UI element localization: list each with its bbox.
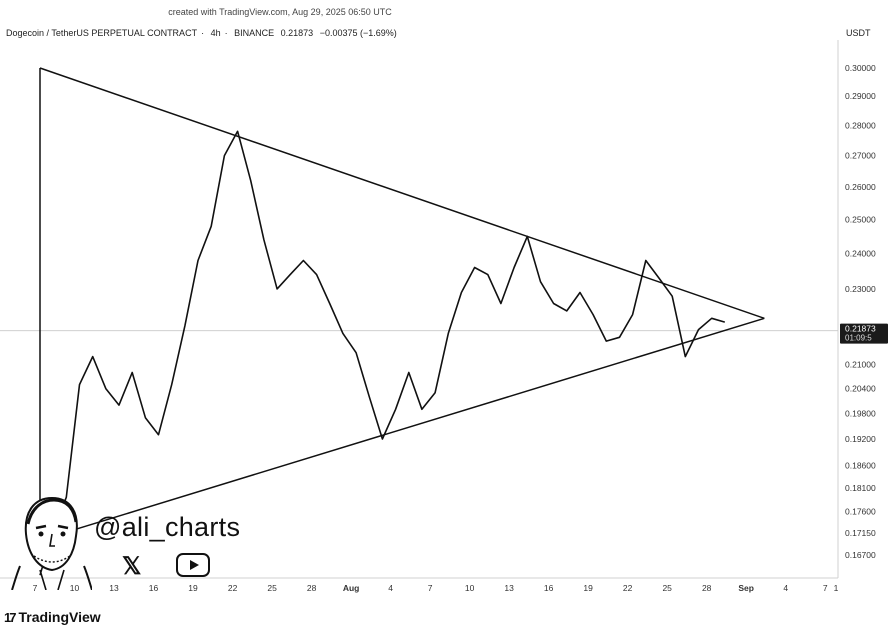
x-tick-label: Sep — [738, 583, 754, 593]
price-badge-countdown: 01:09:5 — [845, 334, 872, 343]
y-tick-label: 0.19800 — [845, 408, 876, 418]
x-tick-label: 10 — [70, 583, 80, 593]
x-tick-label: 28 — [307, 583, 317, 593]
tradingview-logo-icon: 17 — [4, 609, 17, 625]
y-tick-label: 0.28000 — [845, 120, 876, 130]
y-tick-label: 0.17600 — [845, 506, 876, 516]
y-tick-label: 0.30000 — [845, 63, 876, 73]
x-tick-label: 4 — [783, 583, 788, 593]
x-tick-label: Aug — [343, 583, 360, 593]
tradingview-logo[interactable]: 17 TradingView — [4, 609, 101, 625]
x-tick-label: 10 — [465, 583, 475, 593]
price-badge-bg — [840, 323, 888, 344]
symbol-header: Dogecoin / TetherUS PERPETUAL CONTRACT · … — [6, 28, 401, 38]
x-tick-label: 19 — [188, 583, 198, 593]
y-tick-label: 0.20400 — [845, 384, 876, 394]
y-tick-label: 0.16700 — [845, 550, 876, 560]
chart-credit: created with TradingView.com, Aug 29, 20… — [168, 7, 392, 17]
y-tick-label: 0.19200 — [845, 434, 876, 444]
x-tick-label: 22 — [623, 583, 633, 593]
avatar-caricature — [11, 496, 92, 590]
y-tick-label: 0.21000 — [845, 360, 876, 370]
y-tick-label: 0.25000 — [845, 215, 876, 225]
x-tick-label: 16 — [149, 583, 159, 593]
x-tick-label: 16 — [544, 583, 554, 593]
author-handle[interactable]: @ali_charts — [94, 512, 241, 542]
symbol-sep-2: · — [224, 28, 228, 38]
x-tick-label: 13 — [109, 583, 119, 593]
x-tick-label: 7 — [33, 583, 38, 593]
y-tick-label: 0.26000 — [845, 182, 876, 192]
youtube-icon[interactable] — [176, 553, 210, 577]
current-price-badge: 0.21873 01:09:5 — [840, 323, 888, 344]
upper-trendline[interactable] — [39, 67, 765, 320]
symbol-interval[interactable]: 4h — [210, 28, 221, 38]
x-tick-label: 22 — [228, 583, 238, 593]
symbol-exchange: BINANCE — [234, 28, 275, 38]
symbol-name[interactable]: Dogecoin / TetherUS PERPETUAL CONTRACT — [6, 28, 198, 38]
lower-trendline[interactable] — [39, 317, 765, 541]
price-series-line — [39, 130, 726, 576]
y-tick-label: 0.27000 — [845, 151, 876, 161]
y-tick-label: 0.29000 — [845, 91, 876, 101]
y-tick-label: 0.23000 — [845, 284, 876, 294]
x-tick-label: 13 — [504, 583, 514, 593]
currency-label: USDT — [846, 28, 871, 38]
y-tick-label: 0.17150 — [845, 528, 876, 538]
x-tick-label: 25 — [267, 583, 277, 593]
x-tick-label: 7 — [823, 583, 828, 593]
symbol-sep-1: · — [201, 28, 205, 38]
x-tick-label: 19 — [583, 583, 593, 593]
x-tick-label: 28 — [702, 583, 712, 593]
symbol-change: −0.00375 (−1.69%) — [319, 28, 397, 38]
y-tick-label: 0.18600 — [845, 460, 876, 470]
price-badge-price: 0.21873 — [845, 324, 876, 334]
x-logo-icon[interactable]: 𝕏 — [122, 553, 142, 580]
tradingview-wordmark: TradingView — [18, 609, 101, 625]
x-tick-label: 1 — [834, 583, 839, 593]
symbol-last: 0.21873 — [280, 28, 314, 38]
x-tick-label: 7 — [428, 583, 433, 593]
x-tick-label: 25 — [662, 583, 672, 593]
y-tick-label: 0.18100 — [845, 483, 876, 493]
y-tick-label: 0.24000 — [845, 249, 876, 259]
x-tick-label: 4 — [388, 583, 393, 593]
